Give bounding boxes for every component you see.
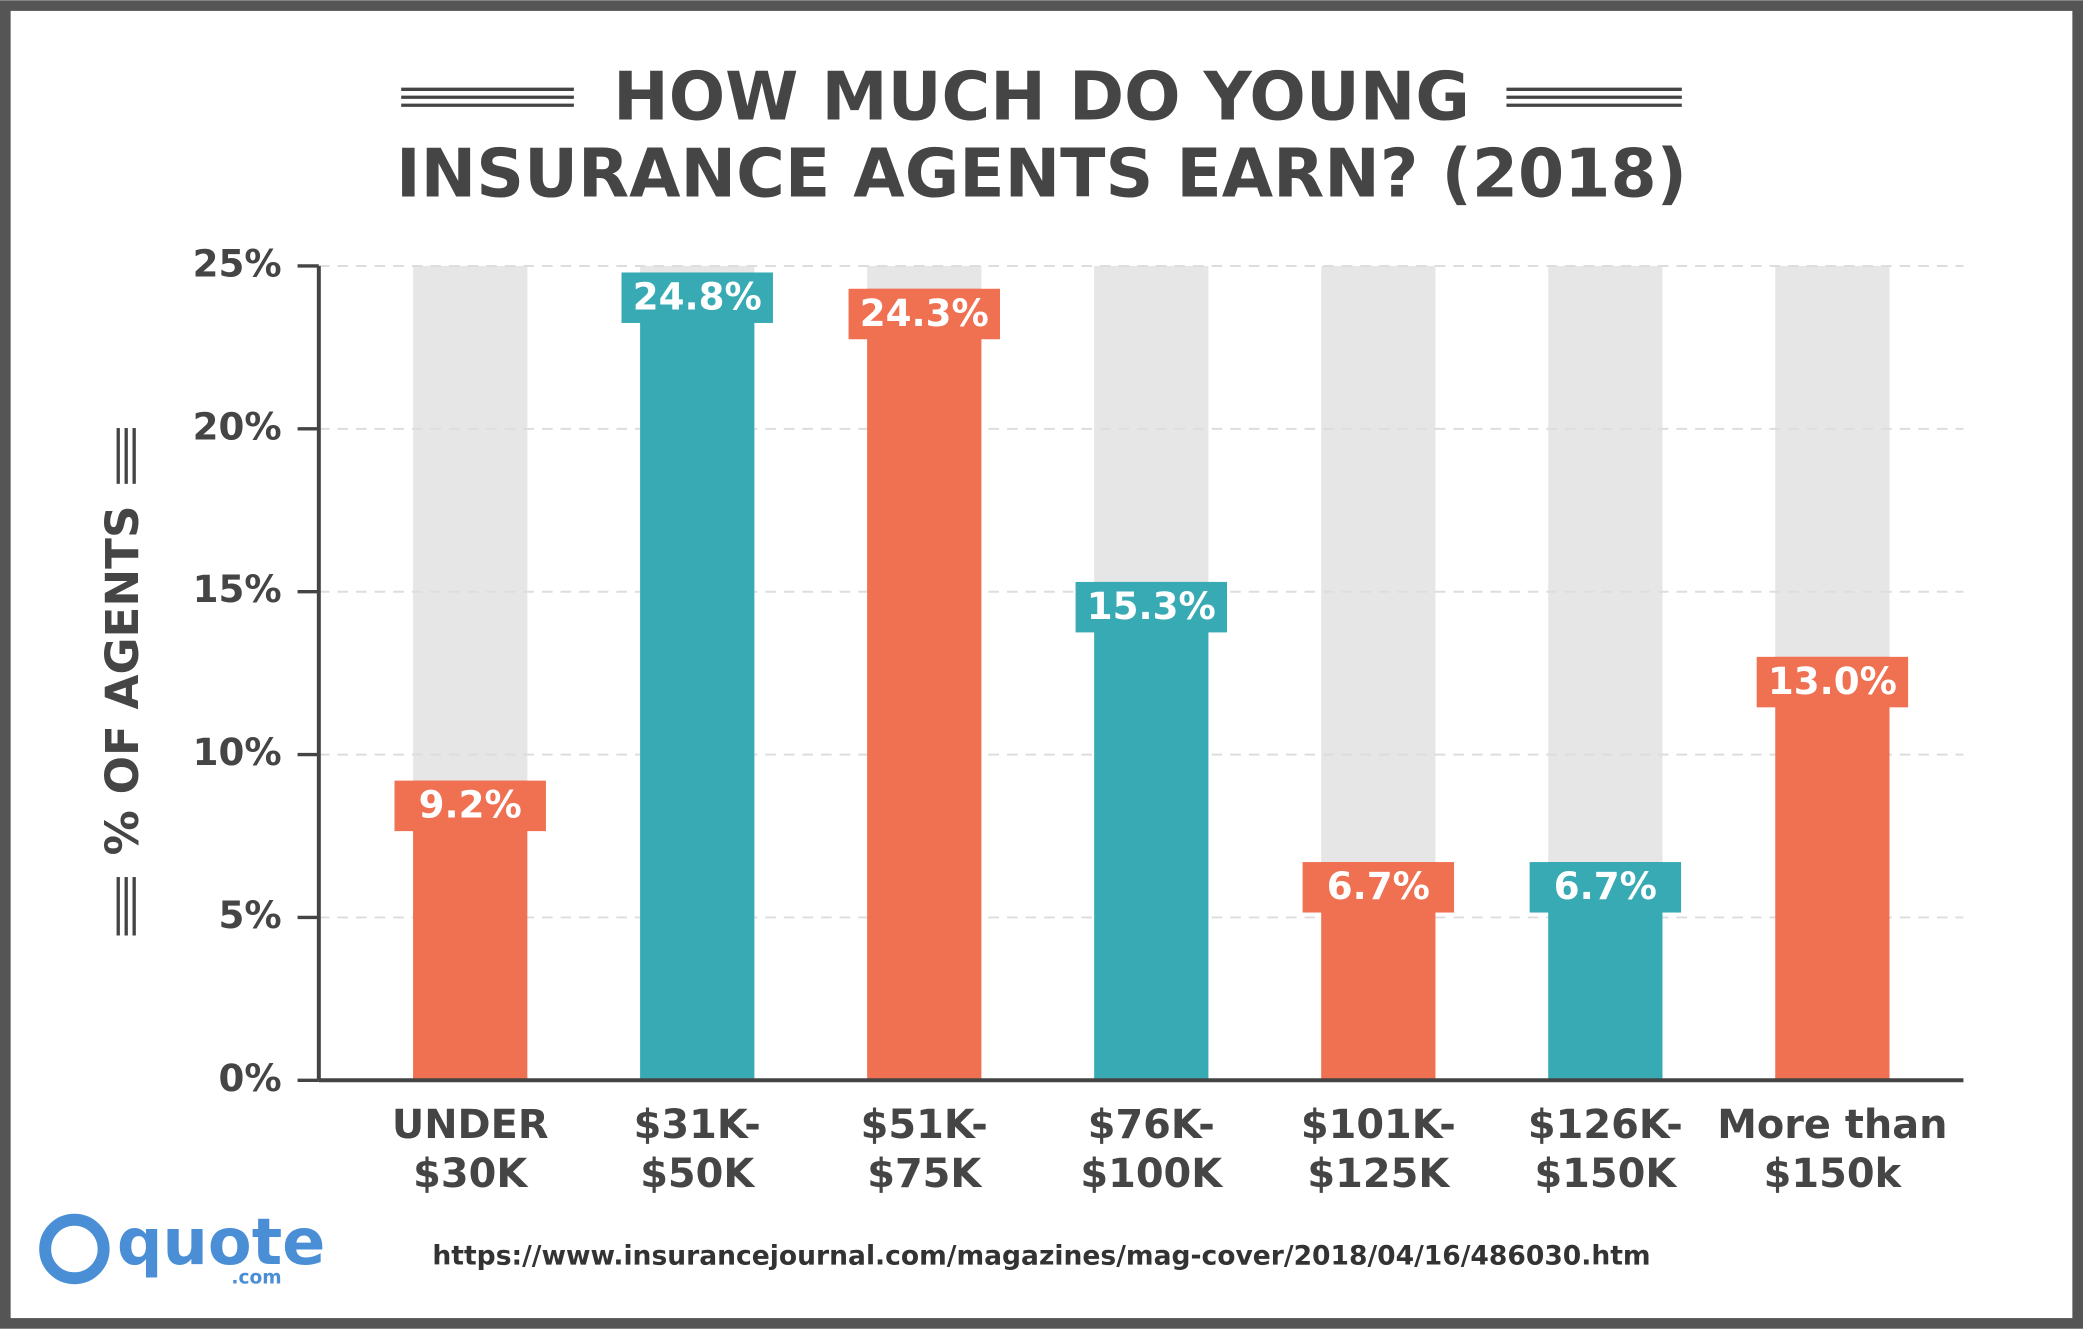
value-label: 24.3% bbox=[860, 291, 989, 335]
title-decoration bbox=[401, 87, 1682, 107]
value-label-box bbox=[1075, 581, 1228, 633]
x-tick-label: $126K-$150K bbox=[1528, 1101, 1683, 1196]
y-label-decoration bbox=[116, 428, 136, 936]
value-label-box bbox=[848, 288, 1000, 340]
bar bbox=[640, 272, 755, 1081]
chart-title: INSURANCE AGENTS EARN? (2018) bbox=[396, 134, 1687, 212]
y-axis-label: % OF AGENTS bbox=[96, 505, 149, 855]
x-tick-label: $76K-$100K bbox=[1080, 1101, 1224, 1196]
value-label: 6.7% bbox=[1327, 864, 1430, 908]
x-tick-label: UNDER $30K bbox=[392, 1101, 549, 1196]
y-tick-label: 10% bbox=[193, 730, 282, 774]
bar bbox=[1094, 581, 1209, 1081]
value-label: 6.7% bbox=[1554, 864, 1657, 908]
value-label: 15.3% bbox=[1087, 584, 1216, 628]
chart-title: HOW MUCH DO YOUNG bbox=[613, 57, 1470, 135]
bar bbox=[867, 288, 982, 1081]
value-label-box bbox=[1529, 862, 1682, 913]
value-label: 24.8% bbox=[633, 275, 762, 319]
logo: quote .com bbox=[39, 1206, 326, 1289]
logo-suffix: .com bbox=[231, 1268, 281, 1289]
x-tick-label: $101K-$125K bbox=[1301, 1101, 1456, 1196]
y-tick-label: 5% bbox=[218, 893, 281, 937]
y-tick-label: 20% bbox=[193, 404, 282, 448]
y-tick-label: 15% bbox=[193, 567, 282, 611]
source: https://www.insurancejournal.com/magazin… bbox=[432, 1240, 1650, 1271]
logo-text: quote bbox=[117, 1206, 326, 1280]
value-label-box bbox=[1302, 862, 1455, 913]
value-label: 9.2% bbox=[419, 783, 522, 827]
value-label-box bbox=[621, 272, 773, 323]
x-tick-label: $51K-$75K bbox=[861, 1101, 988, 1196]
y-tick-label: 25% bbox=[193, 241, 282, 285]
value-label: 13.0% bbox=[1768, 659, 1897, 703]
y-tick-label: 0% bbox=[218, 1056, 281, 1100]
value-label-box bbox=[1756, 656, 1909, 708]
x-tick-label: $31K-$50K bbox=[634, 1101, 761, 1196]
bar bbox=[1775, 656, 1890, 1081]
x-tick-label: More than $150k bbox=[1717, 1101, 1947, 1196]
value-label-box bbox=[394, 780, 546, 832]
logo-icon bbox=[39, 1213, 110, 1285]
